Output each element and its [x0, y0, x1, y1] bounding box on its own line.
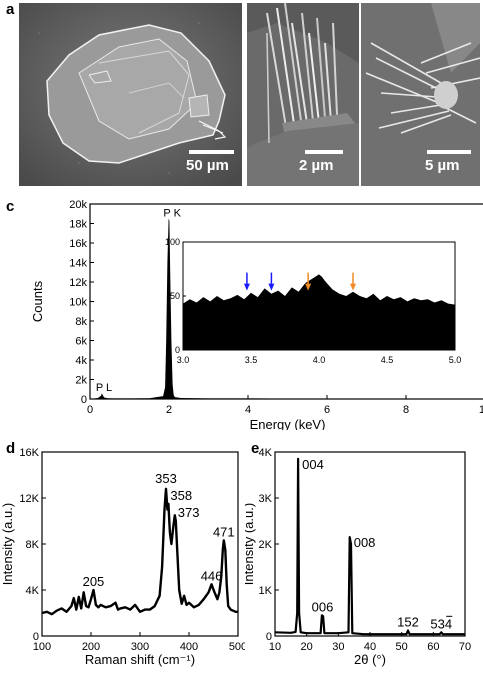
scale-bar	[305, 150, 343, 154]
peak-label: 534	[430, 616, 452, 631]
y-axis-label: Intensity (a.u.)	[245, 503, 256, 585]
inset-spectrum	[183, 274, 455, 350]
x-tick-label: 4	[245, 404, 251, 416]
y-tick-label: 2k	[75, 375, 87, 387]
y-tick-label: 18k	[69, 219, 87, 231]
sem-image-rods-bundle: 5 µm	[361, 3, 480, 186]
y-tick-label: 14k	[69, 258, 87, 270]
inset-arrow-head	[243, 283, 250, 291]
panel-c-label: c	[6, 198, 15, 215]
y-tick-label: 0	[81, 394, 87, 406]
peak-label: 004	[302, 457, 324, 472]
peak-label: 358	[170, 488, 192, 503]
panel-d-label: d	[6, 440, 16, 457]
peak-label: 471	[213, 525, 235, 540]
x-tick-label: 8	[403, 404, 409, 416]
x-tick-label: 300	[131, 641, 149, 653]
raman-spectrum	[41, 487, 238, 616]
x-axis-label: Energy (keV)	[250, 417, 326, 430]
xrd-chart: 10 20 30 40 50 60 70 0 1K 2K 3K 4K 2θ (°) Intensity (…	[245, 447, 471, 667]
peak-label: 152	[397, 614, 419, 629]
x-tick-label: 400	[180, 641, 198, 653]
peak-label: 006	[312, 599, 334, 614]
x-tick-label: 70	[459, 641, 471, 653]
y-tick-label: 6k	[75, 336, 87, 348]
xrd-pattern	[274, 457, 465, 636]
y-tick-label: 12k	[69, 277, 87, 289]
x-tick-label: 10	[269, 641, 281, 653]
edx-spectrum	[90, 218, 483, 399]
y-tick-label: 3K	[259, 493, 273, 505]
scale-bar	[189, 150, 234, 154]
inset-x-tick-label: 5.0	[449, 355, 462, 365]
inset-x-tick-label: 3.5	[245, 355, 258, 365]
x-tick-label: 60	[427, 641, 439, 653]
y-axis-label: Intensity (a.u.)	[0, 503, 15, 585]
inset-y-tick-label: 50	[170, 291, 180, 301]
y-tick-label: 10k	[69, 297, 87, 309]
y-tick-label: 4K	[26, 585, 40, 597]
panel-e-label: e	[251, 440, 260, 457]
scale-bar	[427, 150, 471, 154]
peak-label: 353	[155, 471, 177, 486]
y-tick-label: 2K	[259, 539, 273, 551]
x-tick-label: 50	[396, 641, 408, 653]
peak-label: 446	[201, 568, 223, 583]
y-tick-label: 20k	[69, 199, 87, 211]
y-tick-label: 12K	[19, 493, 39, 505]
x-tick-label: 0	[87, 404, 93, 416]
x-tick-label: 30	[332, 641, 344, 653]
y-tick-label: 4k	[75, 355, 87, 367]
inset-x-tick-label: 3.0	[177, 355, 190, 365]
peak-label: 008	[354, 535, 376, 550]
panel-a-label: a	[6, 1, 15, 18]
x-tick-label: 10	[479, 404, 483, 416]
peak-label: P L	[96, 382, 112, 394]
y-tick-label: 8K	[26, 539, 40, 551]
y-tick-label: 16k	[69, 238, 87, 250]
x-tick-label: 500	[229, 641, 245, 653]
inset-x-tick-label: 4.5	[381, 355, 394, 365]
raman-chart: 100 200 300 400 500 0 4K 8K 12K 16K Raman shift (c…	[0, 447, 245, 667]
x-axis-label: Raman shift (cm⁻¹)	[85, 652, 195, 667]
y-tick-label: 8k	[75, 316, 87, 328]
plot-frame	[41, 451, 239, 637]
x-tick-label: 100	[33, 641, 51, 653]
edx-chart: 024681002k4k6k8k10k12k14k16k18k20kEnergy…	[30, 199, 483, 430]
x-tick-label: 2	[166, 404, 172, 416]
peak-label: 373	[178, 505, 200, 520]
sem-image-flake: 50 µm	[19, 3, 242, 186]
inset-arrow-head	[350, 283, 356, 291]
x-axis-label: 2θ (°)	[354, 652, 386, 667]
x-tick-label: 200	[82, 641, 100, 653]
x-tick-label: 6	[324, 404, 330, 416]
x-tick-label: 20	[301, 641, 313, 653]
y-tick-label: 1K	[259, 585, 273, 597]
y-tick-label: 0	[33, 631, 39, 643]
x-tick-label: 40	[364, 641, 376, 653]
y-tick-label: 4K	[259, 447, 273, 459]
scale-label: 50 µm	[186, 157, 229, 174]
scale-label: 2 µm	[299, 157, 334, 174]
inset-arrow-head	[305, 283, 312, 291]
sem-image-rods-closeup: 2 µm	[247, 3, 359, 186]
inset-arrow-head	[268, 283, 275, 291]
y-axis-label: Counts	[30, 280, 45, 322]
scale-label: 5 µm	[425, 157, 460, 174]
inset-y-tick-label: 0	[175, 345, 180, 355]
peak-label: 205	[83, 574, 105, 589]
y-tick-label: 0	[266, 631, 272, 643]
peak-label: P K	[163, 208, 181, 220]
inset-x-tick-label: 4.0	[313, 355, 326, 365]
y-tick-label: 16K	[19, 447, 39, 459]
inset-y-tick-label: 100	[165, 237, 180, 247]
